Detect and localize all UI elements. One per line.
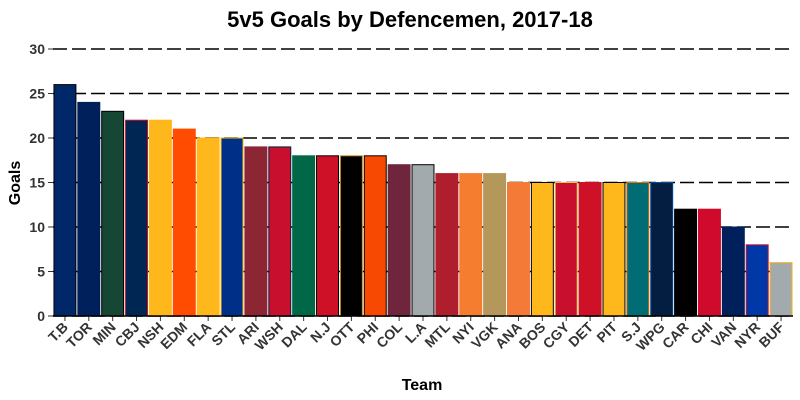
bar-van — [721, 226, 745, 317]
y-tick-label-10: 10 — [29, 219, 45, 235]
bar-dal — [292, 155, 316, 317]
x-tick-label-stl: STL — [208, 318, 238, 348]
x-tick-label-min: MIN — [89, 319, 118, 348]
bar-edm — [172, 128, 196, 317]
bar-col — [387, 164, 411, 317]
bar-vgk — [483, 173, 507, 317]
bar-tor — [77, 101, 101, 317]
chart-title: 5v5 Goals by Defencemen, 2017-18 — [227, 7, 593, 32]
x-tick-label-buf: BUF — [756, 318, 788, 350]
bar-cgy — [554, 182, 578, 317]
bar-tb — [53, 84, 77, 317]
bar-nyr — [745, 244, 769, 317]
y-tick-label-15: 15 — [29, 175, 45, 191]
y-tick-label-20: 20 — [29, 130, 45, 146]
x-tick-label-cbj: CBJ — [112, 319, 143, 350]
y-tick-label-30: 30 — [29, 41, 45, 57]
bar-mtl — [435, 173, 459, 317]
bar-sj — [626, 182, 650, 317]
bar-det — [578, 182, 602, 317]
bar-ana — [507, 182, 530, 317]
bar-wsh — [268, 146, 292, 317]
bar-nyi — [459, 173, 483, 317]
bar-car — [674, 208, 698, 317]
bar-ari — [244, 146, 268, 317]
bar-nj — [316, 155, 339, 317]
bar-min — [101, 110, 125, 317]
x-axis: T.BTORMINCBJNSHEDMFLASTLARIWSHDALN.JOTTP… — [45, 315, 793, 354]
bar-nsh — [148, 119, 172, 317]
bar-buf — [769, 262, 793, 317]
x-tick-label-pit: PIT — [593, 318, 620, 345]
y-tick-label-5: 5 — [37, 264, 45, 280]
x-tick-label-det: DET — [565, 318, 596, 349]
bar-pit — [602, 182, 626, 317]
bar-stl — [220, 137, 244, 317]
y-tick-label-0: 0 — [37, 308, 45, 324]
bar-cbj — [125, 119, 149, 317]
y-axis-title: Goals — [7, 161, 24, 206]
x-axis-title: Team — [402, 377, 443, 394]
bar-chi — [697, 208, 721, 317]
bar-phi — [363, 155, 387, 317]
x-tick-label-dal: DAL — [278, 318, 310, 350]
x-tick-label-ott: OTT — [326, 318, 357, 349]
bar-la — [411, 164, 435, 317]
x-tick-label-fla: FLA — [184, 319, 215, 350]
x-tick-label-van: VAN — [708, 319, 739, 350]
bars — [53, 84, 793, 317]
bar-bos — [530, 182, 554, 317]
bar-ott — [339, 155, 363, 317]
bar-wpg — [650, 182, 674, 317]
y-axis: 0 5 10 15 20 25 30 — [29, 41, 53, 324]
y-tick-label-25: 25 — [29, 86, 45, 102]
bar-fla — [196, 137, 220, 317]
